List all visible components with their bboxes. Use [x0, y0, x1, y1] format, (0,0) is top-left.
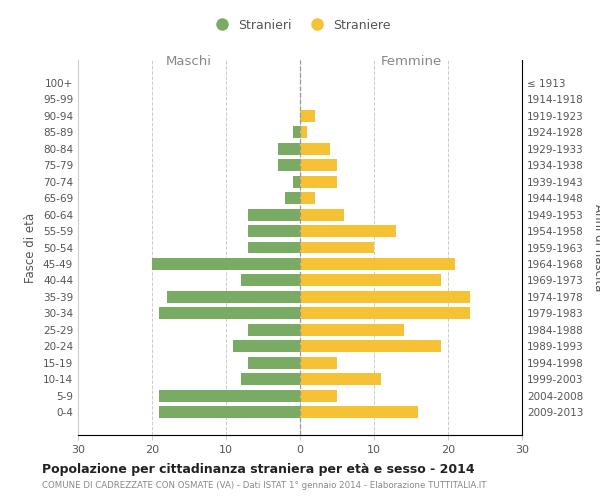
Bar — [300, 308, 470, 319]
Bar — [248, 356, 300, 368]
Text: Maschi: Maschi — [166, 55, 212, 68]
Bar — [300, 176, 337, 188]
Bar — [160, 406, 300, 418]
Bar — [300, 143, 329, 154]
Bar — [233, 340, 300, 352]
Bar — [248, 208, 300, 220]
Bar — [300, 274, 440, 286]
Bar — [160, 308, 300, 319]
Legend: Stranieri, Straniere: Stranieri, Straniere — [205, 14, 395, 37]
Bar — [300, 192, 315, 204]
Bar — [293, 176, 300, 188]
Bar — [300, 340, 440, 352]
Bar — [300, 258, 455, 270]
Y-axis label: Anni di nascita: Anni di nascita — [592, 204, 600, 291]
Bar — [300, 406, 418, 418]
Bar — [300, 324, 404, 336]
Bar — [278, 143, 300, 154]
Bar — [300, 110, 315, 122]
Bar — [167, 291, 300, 303]
Bar — [300, 225, 396, 237]
Text: COMUNE DI CADREZZATE CON OSMATE (VA) - Dati ISTAT 1° gennaio 2014 - Elaborazione: COMUNE DI CADREZZATE CON OSMATE (VA) - D… — [42, 481, 487, 490]
Bar — [248, 225, 300, 237]
Bar — [160, 390, 300, 402]
Bar — [300, 390, 337, 402]
Bar — [285, 192, 300, 204]
Bar — [300, 208, 344, 220]
Text: Popolazione per cittadinanza straniera per età e sesso - 2014: Popolazione per cittadinanza straniera p… — [42, 462, 475, 475]
Bar — [300, 356, 337, 368]
Bar — [293, 126, 300, 138]
Bar — [300, 291, 470, 303]
Y-axis label: Fasce di età: Fasce di età — [25, 212, 37, 282]
Bar — [241, 274, 300, 286]
Bar — [248, 242, 300, 254]
Bar — [300, 373, 382, 385]
Bar — [300, 242, 374, 254]
Bar — [152, 258, 300, 270]
Bar — [278, 160, 300, 171]
Bar — [248, 324, 300, 336]
Bar — [241, 373, 300, 385]
Bar — [300, 126, 307, 138]
Text: Femmine: Femmine — [380, 55, 442, 68]
Bar — [300, 160, 337, 171]
